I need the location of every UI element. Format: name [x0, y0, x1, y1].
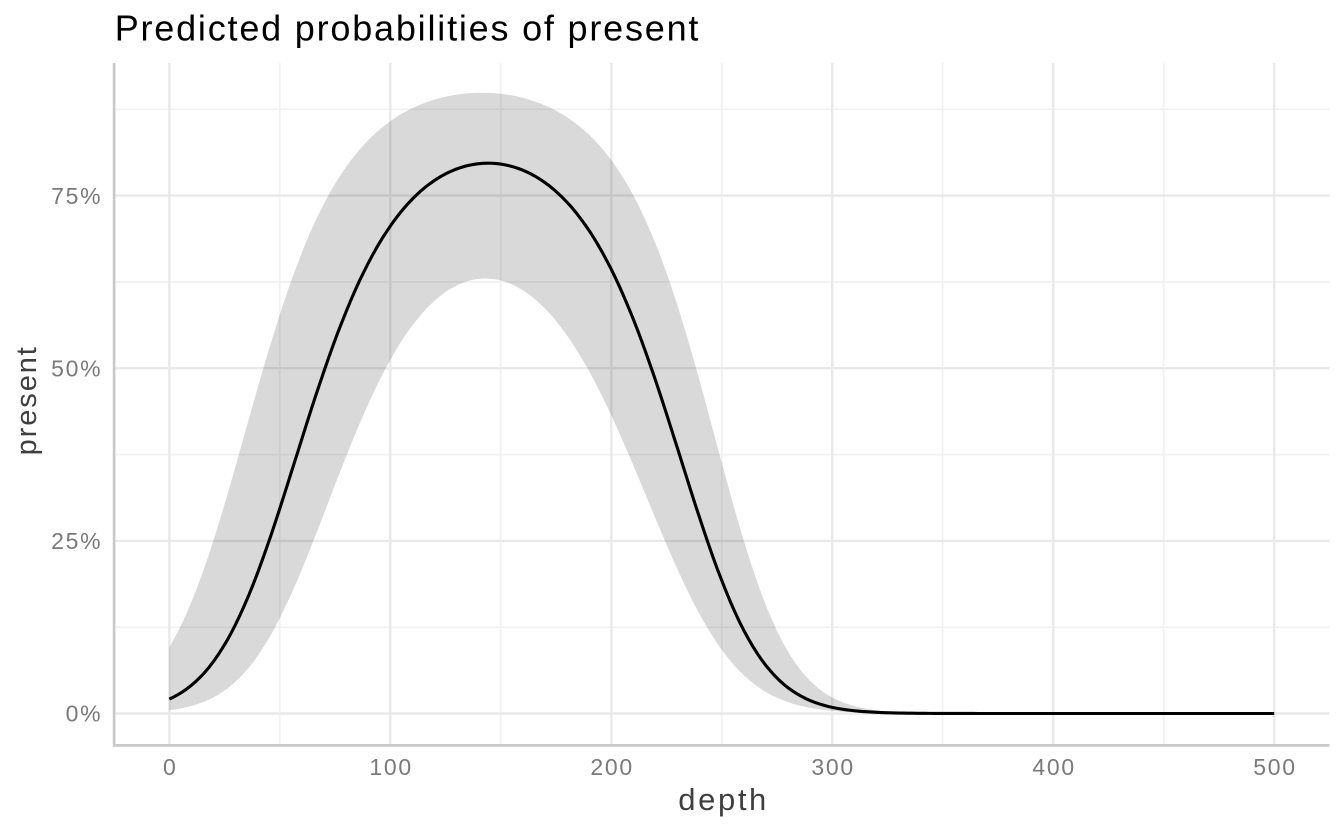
svg-text:75%: 75%: [51, 183, 102, 209]
svg-text:50%: 50%: [51, 355, 102, 381]
svg-text:0%: 0%: [66, 701, 103, 727]
svg-text:depth: depth: [678, 782, 769, 817]
svg-text:300: 300: [811, 754, 854, 780]
svg-text:0: 0: [163, 754, 178, 780]
svg-text:500: 500: [1253, 754, 1296, 780]
svg-text:400: 400: [1032, 754, 1075, 780]
svg-text:present: present: [11, 345, 43, 455]
svg-text:Predicted probabilities of pre: Predicted probabilities of present: [115, 8, 701, 49]
svg-text:200: 200: [590, 754, 633, 780]
svg-text:100: 100: [369, 754, 412, 780]
svg-text:25%: 25%: [51, 528, 102, 554]
